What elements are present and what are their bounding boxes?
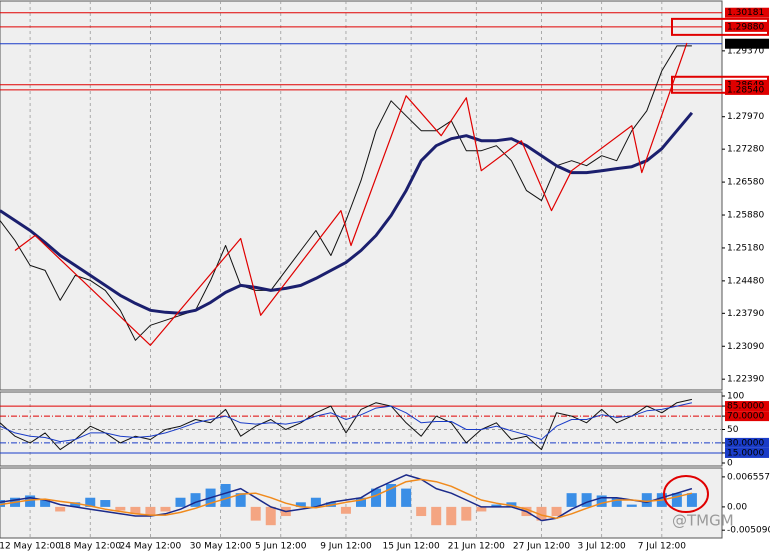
level-label: 1.30181 xyxy=(727,8,764,18)
histogram-bar xyxy=(160,506,171,512)
y-tick-label: 1.24480 xyxy=(727,276,764,286)
histogram-bar xyxy=(581,493,592,507)
histogram-bar xyxy=(491,504,502,507)
y-tick-label: 70.0000 xyxy=(727,412,764,422)
histogram-bar xyxy=(340,506,351,514)
histogram-bar xyxy=(626,504,637,507)
x-tick-label: 3 Jul 12:00 xyxy=(578,542,627,552)
x-tick-label: 15 Jun 12:00 xyxy=(383,542,440,552)
y-tick-label: 1.25880 xyxy=(727,211,764,221)
histogram-bar xyxy=(476,506,487,512)
level-label: 1.28540 xyxy=(727,85,764,95)
y-tick-label: 50 xyxy=(727,425,739,435)
level-label-bg xyxy=(725,7,769,18)
histogram-bar xyxy=(310,497,321,507)
histogram-bar xyxy=(551,506,562,517)
level-label-bg xyxy=(725,79,769,90)
histogram-bar xyxy=(386,484,397,507)
level-label: 1.29880 xyxy=(727,22,764,32)
histogram-bar xyxy=(295,502,306,507)
x-tick-label: 27 Jun 12:00 xyxy=(513,542,570,552)
y-tick-label: 30.0000 xyxy=(727,438,764,448)
annotation-circle xyxy=(663,475,709,513)
y-tick-label: 100 xyxy=(727,392,744,402)
histogram-bar xyxy=(686,493,697,507)
y-tick-label: 1.25180 xyxy=(727,243,764,253)
panel-background xyxy=(0,391,723,467)
histogram-bar xyxy=(130,506,141,514)
y-tick-label: 0.0065575 xyxy=(727,472,770,482)
histogram-bar xyxy=(0,500,5,507)
y-tick-label: 15.0000 xyxy=(727,448,764,458)
series-line xyxy=(0,474,693,522)
histogram-bar xyxy=(145,506,156,517)
y-tick-label: 0.00 xyxy=(727,502,747,512)
highlight-box xyxy=(671,17,769,36)
histogram-bar xyxy=(115,506,126,511)
histogram-bar xyxy=(506,502,517,507)
histogram-bar xyxy=(536,506,547,521)
x-tick-label: 24 May 12:00 xyxy=(120,542,182,552)
y-tick-label: -0.0050909 xyxy=(727,526,770,536)
level-label: 1.29522 xyxy=(727,39,764,49)
histogram-bar xyxy=(175,497,186,507)
y-tick-label-bg xyxy=(725,437,769,448)
histogram-bar xyxy=(250,506,261,521)
x-tick-label: 12 May 12:00 xyxy=(0,542,61,552)
x-tick-label: 30 May 12:00 xyxy=(190,542,252,552)
histogram-bar xyxy=(40,500,51,507)
histogram-bar xyxy=(401,488,412,507)
y-tick-label-bg xyxy=(725,411,769,422)
y-tick-label: 0 xyxy=(727,458,733,468)
histogram-bar xyxy=(25,495,36,507)
histogram-bar xyxy=(431,506,442,526)
histogram-bar xyxy=(446,506,457,526)
histogram-bar xyxy=(55,506,66,512)
histogram-bar xyxy=(100,500,111,507)
histogram-bar xyxy=(611,497,622,507)
series-line xyxy=(0,398,693,451)
series-line xyxy=(0,478,693,520)
histogram-bar xyxy=(220,484,231,507)
series-line xyxy=(0,45,692,341)
x-tick-label: 18 May 12:00 xyxy=(59,542,121,552)
level-label-bg xyxy=(725,38,769,49)
y-tick-label: 1.23090 xyxy=(727,342,764,352)
histogram-bar xyxy=(596,495,607,507)
series-line xyxy=(0,402,693,443)
y-tick-label: 1.22390 xyxy=(727,375,764,385)
series-line xyxy=(0,111,694,315)
histogram-bar xyxy=(371,488,382,507)
histogram-bar xyxy=(190,493,201,507)
series-line xyxy=(14,42,688,346)
y-tick-label: 1.23790 xyxy=(727,309,764,319)
y-tick-label: 85.0000 xyxy=(727,402,764,412)
panel-background xyxy=(0,0,723,391)
histogram-bar xyxy=(416,506,427,517)
level-label-bg xyxy=(725,84,769,95)
y-tick-label-bg xyxy=(725,401,769,412)
y-tick-label: 1.29370 xyxy=(727,46,764,56)
histogram-bar xyxy=(356,497,366,507)
y-tick-label: 1.27970 xyxy=(727,112,764,122)
histogram-bar xyxy=(566,493,577,507)
watermark: @TMGM xyxy=(672,512,734,530)
y-tick-label: 1.26580 xyxy=(727,178,764,188)
histogram-bar xyxy=(641,493,652,507)
x-tick-label: 7 Jul 12:00 xyxy=(638,542,687,552)
x-tick-label: 21 Jun 12:00 xyxy=(448,542,505,552)
y-tick-label-bg xyxy=(725,447,769,458)
x-tick-label: 5 Jun 12:00 xyxy=(255,542,307,552)
histogram-bar xyxy=(85,497,96,507)
histogram-bar xyxy=(671,493,682,507)
histogram-bar xyxy=(461,506,472,521)
histogram-bar xyxy=(70,502,81,507)
histogram-bar xyxy=(235,493,246,507)
histogram-bar xyxy=(265,506,276,526)
y-tick-label: 1.27280 xyxy=(727,145,764,155)
x-tick-label: 9 Jun 12:00 xyxy=(320,542,372,552)
level-label-bg xyxy=(725,21,769,32)
